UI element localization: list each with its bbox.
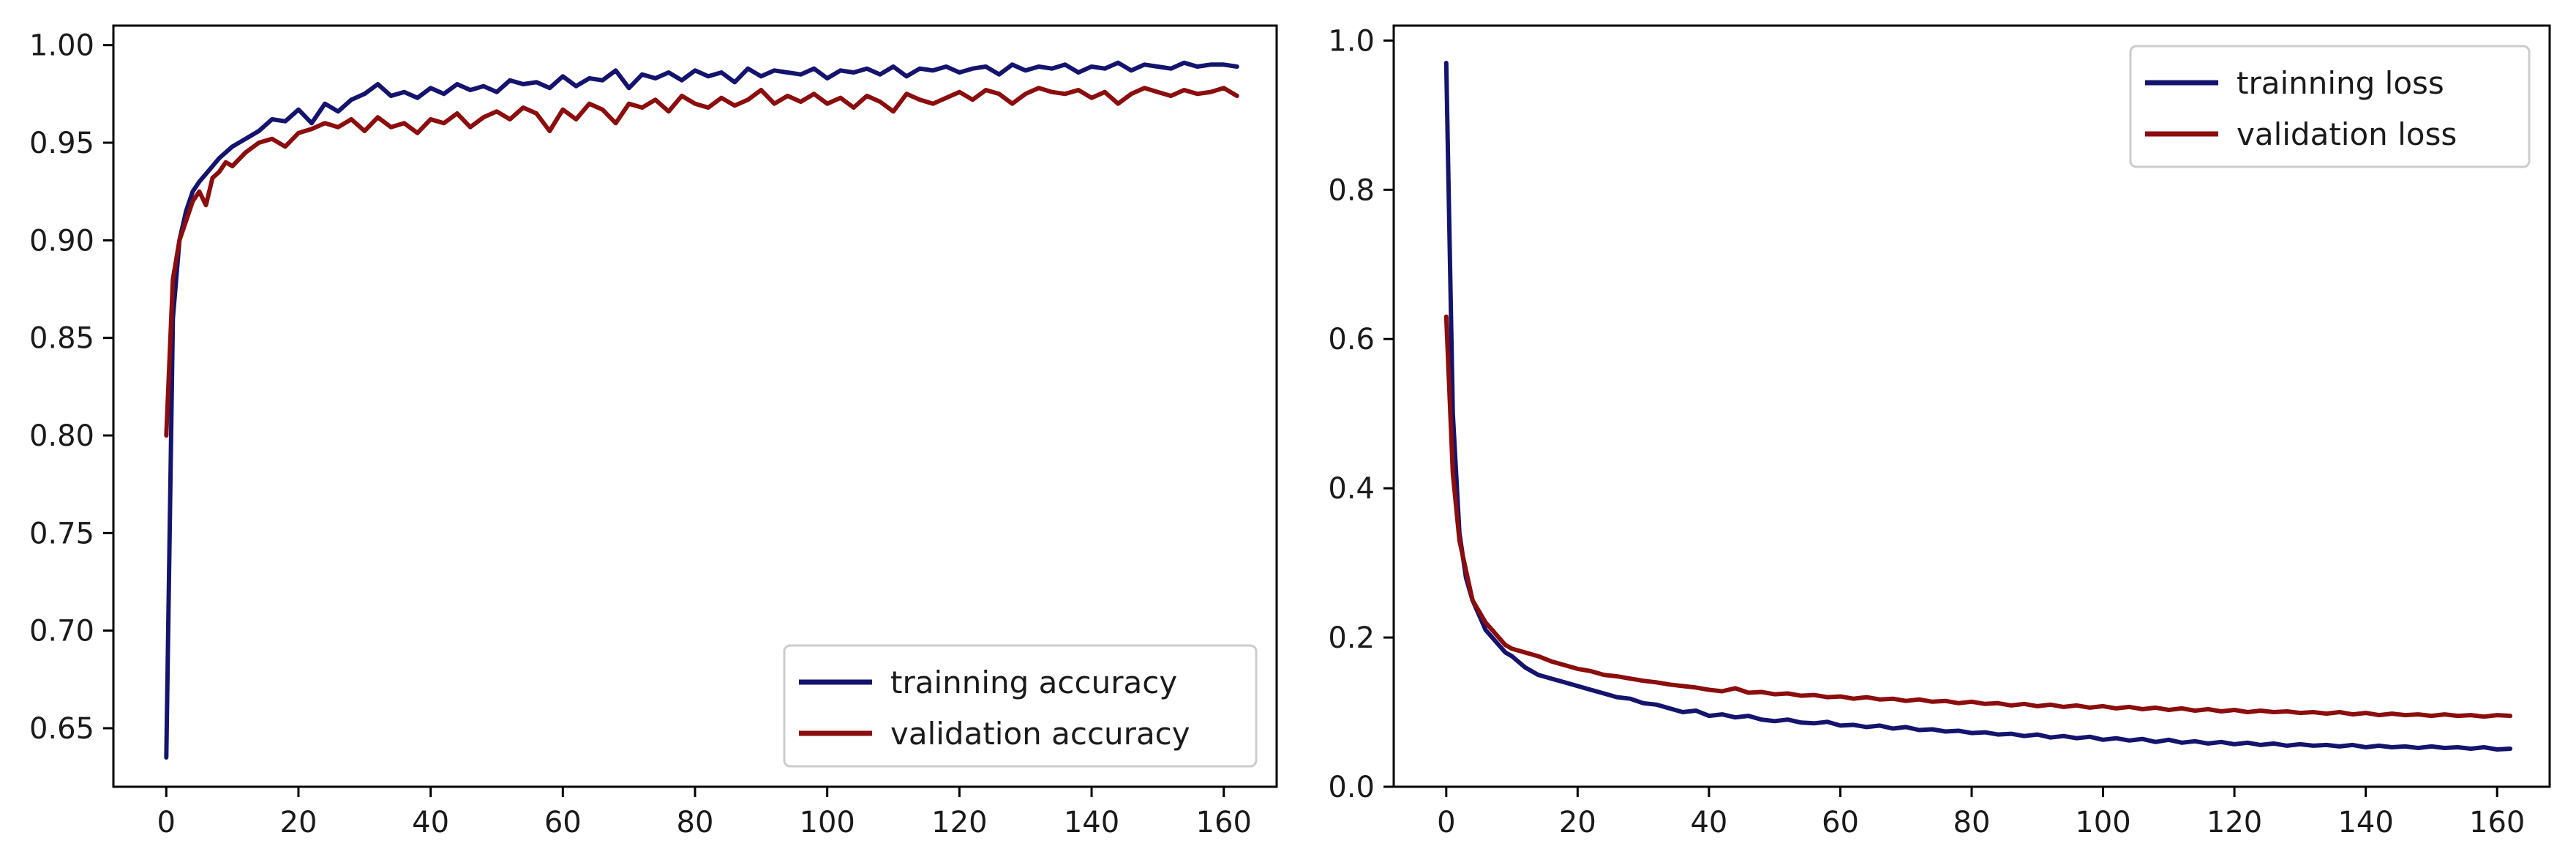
loss-series-validation-loss	[1443, 314, 2513, 719]
legend-label-trainning-accuracy: trainning accuracy	[890, 665, 1177, 700]
accuracy-y-tick-label: 0.65	[29, 712, 94, 746]
accuracy-x-tick-label: 140	[1064, 806, 1119, 839]
accuracy-series-validation-accuracy	[164, 86, 1239, 438]
accuracy-y-tick-label: 0.90	[29, 224, 94, 258]
legend-label-validation-accuracy: validation accuracy	[890, 716, 1190, 752]
accuracy-x-axis: 0 20 40 60 80 100 120 140 160	[157, 787, 1252, 839]
accuracy-series-trainning-accuracy	[164, 60, 1239, 760]
accuracy-y-tick-label: 1.00	[29, 29, 94, 63]
loss-series-trainning-loss	[1443, 61, 2513, 752]
loss-y-axis: 0.0 0.2 0.4 0.6 0.8 1.0	[1328, 24, 1394, 804]
accuracy-y-tick-label: 0.80	[29, 419, 94, 453]
loss-x-tick-label: 40	[1690, 806, 1727, 839]
accuracy-series-layer	[164, 60, 1239, 760]
accuracy-y-tick-label: 0.75	[29, 517, 94, 550]
accuracy-x-tick-label: 40	[412, 806, 449, 839]
accuracy-y-tick-label: 0.95	[29, 127, 94, 160]
loss-y-tick-label: 0.8	[1328, 173, 1375, 207]
loss-x-tick-label: 0	[1437, 806, 1455, 839]
accuracy-x-tick-label: 100	[800, 806, 855, 839]
legend-label-validation-loss: validation loss	[2237, 116, 2457, 152]
legend-label-trainning-loss: trainning loss	[2237, 65, 2444, 101]
accuracy-x-tick-label: 20	[280, 806, 318, 839]
accuracy-chart: 0 20 40 60 80 100 120 140 160 0.650.700.750.800.…	[29, 24, 1278, 839]
loss-x-tick-label: 120	[2207, 806, 2262, 839]
accuracy-legend-box	[783, 644, 1258, 768]
loss-x-tick-label: 80	[1953, 806, 1991, 839]
accuracy-x-tick-label: 120	[931, 806, 987, 839]
loss-x-axis: 0 20 40 60 80 100 120 140 160	[1437, 787, 2525, 839]
loss-x-tick-label: 100	[2075, 806, 2130, 839]
loss-y-tick-label: 0.6	[1328, 323, 1375, 356]
loss-y-tick-label: 0.2	[1328, 621, 1375, 655]
accuracy-x-tick-label: 0	[157, 806, 176, 839]
loss-y-tick-label: 0.0	[1328, 771, 1375, 804]
accuracy-y-tick-label: 0.70	[29, 615, 94, 648]
accuracy-x-tick-label: 60	[544, 806, 582, 839]
loss-legend-box	[2129, 45, 2531, 168]
loss-x-tick-label: 60	[1822, 806, 1859, 839]
accuracy-y-axis: 0.65 0.70 0.75 0.80 0.85 0.90 0.95 1.00	[29, 29, 113, 746]
accuracy-x-tick-label: 160	[1196, 806, 1252, 839]
loss-y-tick-label: 0.4	[1328, 472, 1375, 506]
loss-chart: 0 20 40 60 80 100 120 140 160 0.0 0.2 0.4 0.6 0.8 1.0…	[1328, 24, 2551, 839]
accuracy-y-tick-label: 0.85	[29, 322, 94, 356]
loss-y-tick-label: 1.0	[1328, 24, 1375, 58]
loss-x-tick-label: 160	[2469, 806, 2525, 839]
accuracy-legend: trainning accuracy validation accuracy	[783, 644, 1258, 768]
loss-legend: trainning loss validation loss	[2129, 45, 2531, 168]
accuracy-x-tick-label: 80	[677, 806, 714, 839]
loss-x-tick-label: 20	[1559, 806, 1596, 839]
loss-x-tick-label: 140	[2337, 806, 2393, 839]
loss-series-layer	[1443, 61, 2513, 752]
